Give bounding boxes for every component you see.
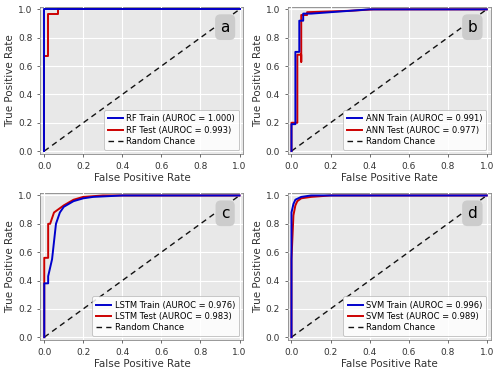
Y-axis label: True Positive Rate: True Positive Rate <box>253 220 263 313</box>
Y-axis label: True Positive Rate: True Positive Rate <box>6 34 16 127</box>
Legend: LSTM Train (AUROC = 0.976), LSTM Test (AUROC = 0.983), Random Chance: LSTM Train (AUROC = 0.976), LSTM Test (A… <box>92 296 240 336</box>
X-axis label: False Positive Rate: False Positive Rate <box>340 360 438 369</box>
Text: a: a <box>220 20 230 34</box>
X-axis label: False Positive Rate: False Positive Rate <box>94 360 190 369</box>
Legend: RF Train (AUROC = 1.000), RF Test (AUROC = 0.993), Random Chance: RF Train (AUROC = 1.000), RF Test (AUROC… <box>104 110 240 150</box>
Text: d: d <box>468 206 477 221</box>
X-axis label: False Positive Rate: False Positive Rate <box>340 173 438 183</box>
X-axis label: False Positive Rate: False Positive Rate <box>94 173 190 183</box>
Y-axis label: True Positive Rate: True Positive Rate <box>6 220 16 313</box>
Legend: SVM Train (AUROC = 0.996), SVM Test (AUROC = 0.989), Random Chance: SVM Train (AUROC = 0.996), SVM Test (AUR… <box>344 296 486 336</box>
Legend: ANN Train (AUROC = 0.991), ANN Test (AUROC = 0.977), Random Chance: ANN Train (AUROC = 0.991), ANN Test (AUR… <box>344 110 486 150</box>
Y-axis label: True Positive Rate: True Positive Rate <box>253 34 263 127</box>
Text: b: b <box>468 20 477 34</box>
Text: c: c <box>221 206 230 221</box>
